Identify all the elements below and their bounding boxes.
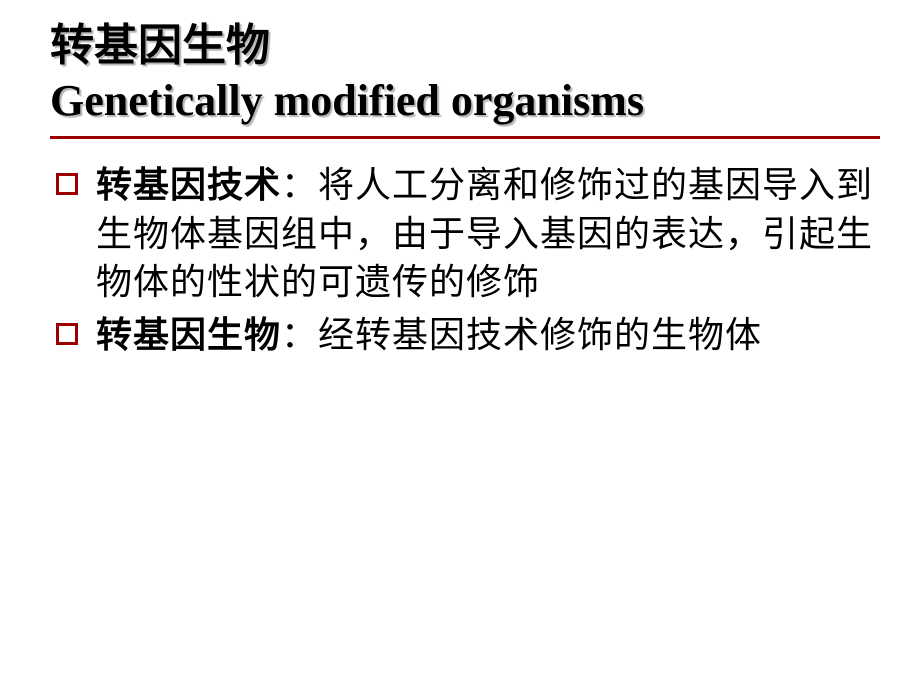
bullet-term: 转基因生物: [96, 315, 281, 355]
title-english: Genetically modified organisms: [50, 73, 880, 128]
bullet-definition: 经转基因技术修饰的生物体: [318, 315, 762, 355]
bullet-text: 转基因生物：经转基因技术修饰的生物体: [96, 311, 762, 360]
title-divider: [50, 136, 880, 139]
square-bullet-icon: [56, 323, 78, 345]
list-item: 转基因生物：经转基因技术修饰的生物体: [56, 311, 880, 360]
bullet-separator: ：: [281, 315, 318, 355]
title-block: 转基因生物 Genetically modified organisms: [50, 18, 880, 128]
bullet-separator: ：: [281, 165, 318, 205]
bullet-list: 转基因技术：将人工分离和修饰过的基因导入到生物体基因组中，由于导入基因的表达，引…: [50, 161, 880, 359]
bullet-term: 转基因技术: [96, 165, 281, 205]
slide-container: 转基因生物 Genetically modified organisms 转基因…: [0, 0, 920, 359]
bullet-text: 转基因技术：将人工分离和修饰过的基因导入到生物体基因组中，由于导入基因的表达，引…: [96, 161, 880, 307]
title-chinese: 转基因生物: [50, 18, 880, 73]
square-bullet-icon: [56, 173, 78, 195]
list-item: 转基因技术：将人工分离和修饰过的基因导入到生物体基因组中，由于导入基因的表达，引…: [56, 161, 880, 307]
